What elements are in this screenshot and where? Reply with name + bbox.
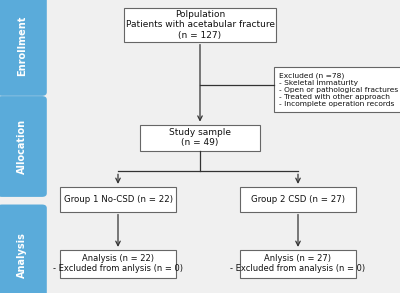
FancyBboxPatch shape xyxy=(0,0,47,96)
Text: Analysis (n = 22)
- Excluded from anlysis (n = 0): Analysis (n = 22) - Excluded from anlysi… xyxy=(53,254,183,273)
FancyBboxPatch shape xyxy=(240,187,356,212)
Text: Excluded (n =78)
- Skeletal immaturity
- Open or pathological fractures
- Treate: Excluded (n =78) - Skeletal immaturity -… xyxy=(279,72,398,107)
FancyBboxPatch shape xyxy=(0,205,47,293)
Text: Enrollment: Enrollment xyxy=(17,15,27,76)
FancyBboxPatch shape xyxy=(274,67,400,112)
FancyBboxPatch shape xyxy=(140,125,260,151)
FancyBboxPatch shape xyxy=(60,187,176,212)
Text: Study sample
(n = 49): Study sample (n = 49) xyxy=(169,128,231,147)
Text: Allocation: Allocation xyxy=(17,119,27,174)
Text: Analysis: Analysis xyxy=(17,232,27,278)
Text: Group 1 No-CSD (n = 22): Group 1 No-CSD (n = 22) xyxy=(64,195,172,204)
Text: Polpulation
Patients with acetabular fracture
(n = 127): Polpulation Patients with acetabular fra… xyxy=(126,10,274,40)
FancyBboxPatch shape xyxy=(240,250,356,278)
FancyBboxPatch shape xyxy=(124,8,276,42)
FancyBboxPatch shape xyxy=(0,96,47,197)
Text: Anlysis (n = 27)
- Excluded from analysis (n = 0): Anlysis (n = 27) - Excluded from analysi… xyxy=(230,254,366,273)
FancyBboxPatch shape xyxy=(60,250,176,278)
Text: Group 2 CSD (n = 27): Group 2 CSD (n = 27) xyxy=(251,195,345,204)
